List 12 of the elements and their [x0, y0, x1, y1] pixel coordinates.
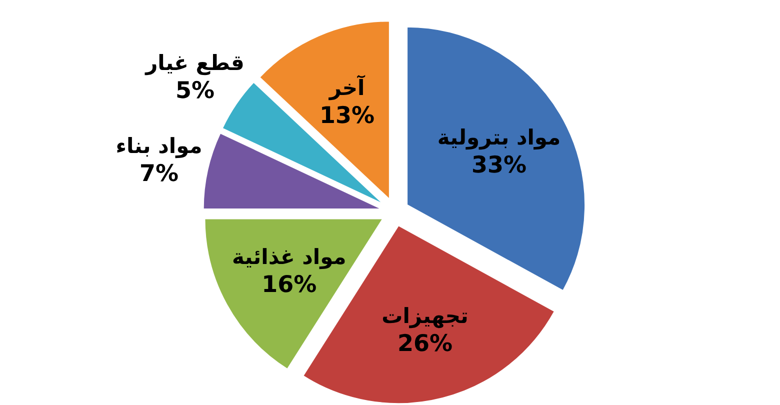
data-label: 7%: [139, 161, 179, 188]
data-label: 13%: [319, 103, 375, 130]
slice-label: آخر: [328, 74, 366, 102]
data-label: 26%: [398, 331, 453, 358]
slice-label: قطع غيار: [144, 51, 244, 76]
data-label: 16%: [262, 272, 317, 298]
data-label: 5%: [175, 78, 215, 104]
slice-label: مواد بترولية: [437, 126, 561, 151]
slice-label: مواد بناء: [116, 134, 202, 160]
slice-label: تجهيزات: [382, 304, 468, 330]
slice-label: مواد غذائية: [232, 245, 346, 270]
data-label: 33%: [471, 152, 527, 179]
